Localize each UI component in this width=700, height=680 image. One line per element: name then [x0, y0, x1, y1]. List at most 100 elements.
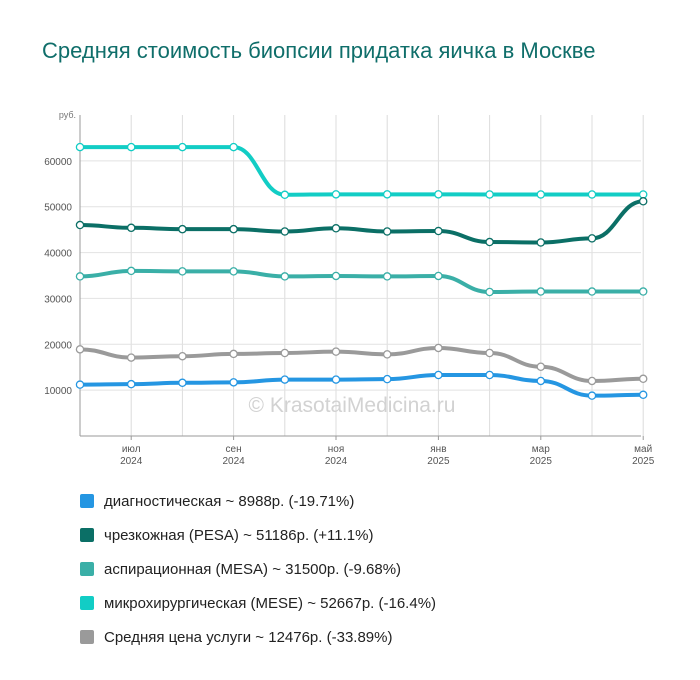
data-point-4	[280, 348, 290, 358]
data-point-1	[126, 223, 136, 233]
data-point-4	[485, 348, 494, 358]
data-point-4	[536, 362, 546, 372]
data-point-0	[587, 391, 597, 400]
data-point-0	[280, 375, 290, 384]
legend-label: Средняя цена услуги ~ 12476р. (-33.89%)	[104, 628, 393, 646]
data-point-1	[178, 224, 187, 234]
data-point-4	[638, 374, 648, 384]
data-point-1	[638, 197, 648, 206]
data-point-0	[331, 375, 341, 384]
data-point-2	[587, 287, 597, 296]
series-points	[75, 142, 648, 400]
y-axis-unit: руб.	[59, 110, 76, 120]
data-point-2	[485, 287, 494, 297]
data-point-2	[331, 271, 341, 281]
data-point-4	[126, 353, 136, 362]
data-point-3	[178, 142, 187, 152]
data-point-4	[178, 351, 187, 361]
data-point-1	[434, 226, 443, 236]
data-point-2	[434, 271, 443, 281]
legend-swatch	[80, 562, 94, 576]
data-point-1	[280, 227, 290, 236]
series-line-2	[78, 268, 646, 295]
series-line-0	[78, 373, 646, 398]
data-point-4	[587, 376, 597, 386]
data-point-1	[536, 238, 546, 247]
x-tick-month: сен	[226, 444, 242, 455]
data-point-0	[126, 379, 136, 389]
x-tick-year: 2024	[120, 456, 143, 467]
legend-item[interactable]: аспирационная (MESA) ~ 31500р. (-9.68%)	[80, 552, 436, 586]
data-point-4	[75, 345, 85, 354]
data-point-2	[178, 267, 187, 276]
x-tick-month: янв	[430, 444, 446, 455]
legend-label: аспирационная (MESA) ~ 31500р. (-9.68%)	[104, 560, 402, 578]
legend-label: микрохирургическая (MESE) ~ 52667р. (-16…	[104, 594, 437, 612]
data-point-2	[75, 272, 85, 281]
watermark-text: © KrasotaiMedicina.ru	[249, 394, 456, 417]
legend-label: чрезкожная (PESA) ~ 51186р. (+11.1%)	[104, 526, 374, 544]
data-point-2	[126, 266, 136, 276]
x-tick-month: ноя	[328, 444, 345, 455]
x-tick-year: 2024	[325, 456, 348, 467]
y-tick-label: 30000	[44, 294, 72, 305]
x-tick-year: 2025	[427, 456, 450, 467]
data-point-2	[229, 267, 238, 276]
data-point-0	[178, 378, 187, 388]
data-point-3	[536, 190, 546, 199]
legend-label: диагностическая ~ 8988р. (-19.71%)	[104, 492, 355, 510]
data-point-1	[382, 227, 392, 236]
data-point-0	[434, 370, 443, 380]
series-line-3	[78, 145, 646, 197]
x-tick-year: 2025	[632, 456, 655, 467]
data-point-3	[126, 142, 136, 152]
data-point-2	[382, 272, 392, 281]
y-tick-label: 10000	[44, 386, 72, 397]
legend-item[interactable]: диагностическая ~ 8988р. (-19.71%)	[80, 484, 436, 518]
data-point-1	[587, 234, 597, 243]
data-point-0	[638, 390, 648, 400]
x-tick-month: июл	[122, 444, 141, 455]
chart-title: Средняя стоимость биопсии придатка яичка…	[42, 38, 596, 63]
x-tick-month: май	[634, 444, 652, 455]
data-point-4	[331, 347, 341, 356]
data-point-1	[485, 237, 494, 247]
data-point-3	[331, 190, 341, 199]
legend-swatch	[80, 494, 94, 508]
data-point-3	[75, 142, 85, 152]
data-point-0	[485, 370, 494, 380]
data-point-4	[434, 343, 443, 353]
x-tick-year: 2024	[222, 456, 245, 467]
data-point-1	[229, 224, 238, 234]
data-point-0	[536, 376, 546, 386]
data-point-3	[229, 142, 238, 152]
data-point-0	[229, 378, 238, 387]
line-chart: © KrasotaiMedicina.ru 100002000030000400…	[44, 110, 655, 467]
data-point-2	[280, 272, 290, 281]
legend-swatch	[80, 528, 94, 542]
legend-item[interactable]: микрохирургическая (MESE) ~ 52667р. (-16…	[80, 586, 436, 620]
data-point-1	[331, 224, 341, 233]
series-line-1	[78, 199, 646, 245]
legend-item[interactable]: чрезкожная (PESA) ~ 51186р. (+11.1%)	[80, 518, 436, 552]
data-point-2	[536, 287, 546, 296]
data-point-3	[485, 190, 494, 199]
data-point-3	[638, 190, 648, 199]
y-tick-label: 50000	[44, 203, 72, 214]
data-point-3	[587, 190, 597, 199]
axes: 100002000030000400005000060000руб.июл202…	[44, 110, 655, 467]
series-lines	[78, 145, 646, 398]
data-point-0	[382, 374, 392, 384]
y-tick-label: 60000	[44, 157, 72, 168]
data-point-0	[75, 380, 85, 389]
data-point-3	[434, 190, 443, 199]
x-tick-month: мар	[532, 444, 550, 455]
x-tick-year: 2025	[530, 456, 553, 467]
data-point-3	[382, 190, 392, 199]
y-tick-label: 20000	[44, 340, 72, 351]
legend-swatch	[80, 630, 94, 644]
data-point-4	[229, 349, 238, 359]
series-line-4	[78, 345, 646, 383]
data-point-4	[382, 350, 392, 359]
legend-item[interactable]: Средняя цена услуги ~ 12476р. (-33.89%)	[80, 620, 436, 654]
